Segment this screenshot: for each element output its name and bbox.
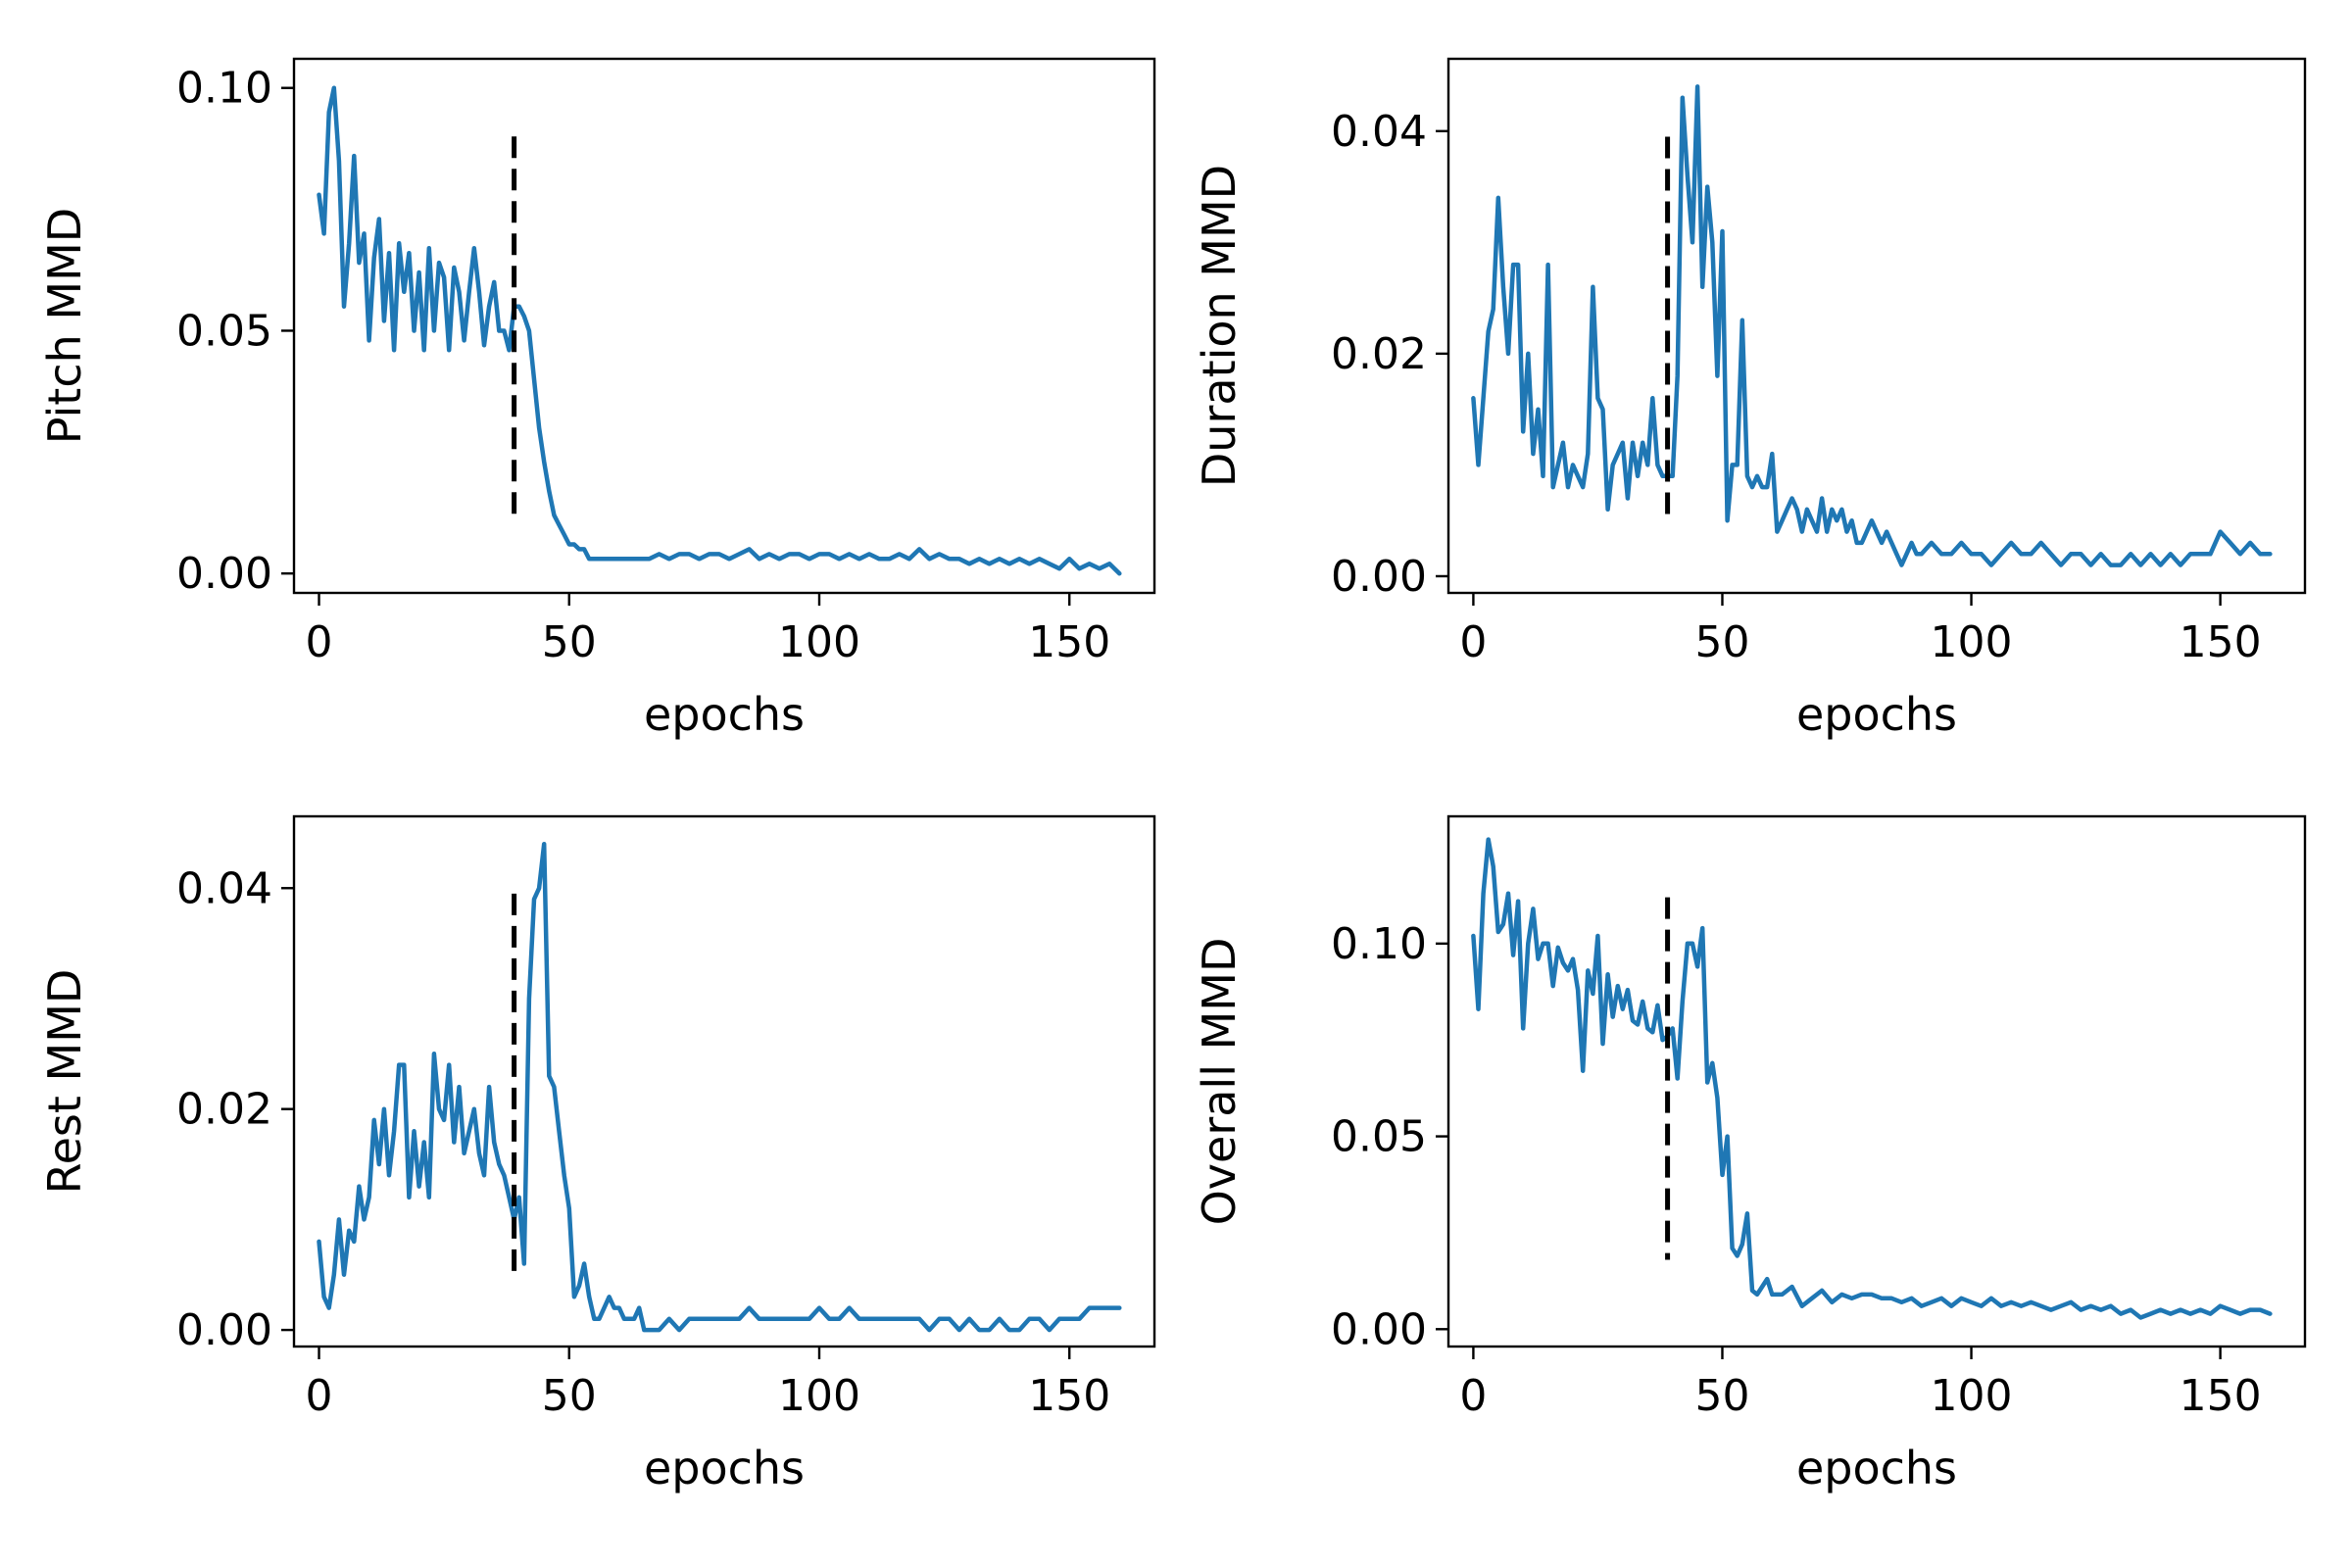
panel-overall-mmd: 0 50 100 150 0.00 0.05 0.10 epochs Overall MMD [1193,814,2307,1494]
x-tick-label: 150 [1028,1371,1110,1421]
y-tick-label: 0.02 [176,1085,272,1135]
y-tick-label: 0.00 [1331,552,1427,602]
y-tick-label: 0.04 [1331,107,1427,157]
x-tick-label: 150 [1028,617,1110,667]
y-axis-label: Pitch MMD [38,208,91,444]
x-tick-label: 150 [2180,617,2262,667]
axes-frame [1446,57,2307,595]
y-tick-label: 0.05 [1331,1112,1427,1162]
x-tick-label: 100 [1931,1371,2013,1421]
y-tick-label: 0.00 [176,549,272,599]
y-tick-label: 0.02 [1331,329,1427,379]
series-line [317,841,1122,1333]
x-tick-label: 0 [306,617,333,667]
x-tick-label: 100 [778,617,860,667]
x-tick-label: 100 [778,1371,860,1421]
x-tick-label: 50 [542,1371,597,1421]
x-axis-label: epochs [644,688,805,741]
panel-pitch-mmd: 0 50 100 150 0.00 0.05 0.10 epochs Pitch MMD [38,57,1156,741]
y-axis-label: Duration MMD [1193,165,1246,487]
x-tick-label: 0 [1459,617,1487,667]
y-axis-label: Overall MMD [1193,938,1246,1226]
y-tick-label: 0.10 [1331,919,1427,969]
x-tick-label: 50 [1694,1371,1749,1421]
axes-frame [292,57,1156,595]
y-axis-label: Rest MMD [38,969,91,1195]
x-tick-label: 0 [306,1371,333,1421]
y-tick-label: 0.04 [176,863,272,913]
x-tick-label: 100 [1931,617,2013,667]
panel-rest-mmd: 0 50 100 150 0.00 0.02 0.04 epochs Rest MMD [38,814,1156,1494]
y-tick-label: 0.00 [176,1305,272,1355]
series-line [1471,84,2273,567]
x-axis-label: epochs [1796,1442,1957,1494]
series-line [317,85,1122,576]
x-tick-label: 50 [1694,617,1749,667]
y-tick-label: 0.05 [176,306,272,356]
axes-frame [292,814,1156,1348]
x-tick-label: 0 [1459,1371,1487,1421]
panel-duration-mmd: 0 50 100 150 0.00 0.02 0.04 epochs Duration MMD [1193,57,2307,741]
series-line [1471,837,2273,1320]
x-axis-label: epochs [1796,688,1957,741]
x-tick-label: 150 [2180,1371,2262,1421]
axes-frame [1446,814,2307,1348]
y-tick-label: 0.00 [1331,1304,1427,1354]
y-tick-label: 0.10 [176,64,272,114]
x-tick-label: 50 [542,617,597,667]
x-axis-label: epochs [644,1442,805,1494]
